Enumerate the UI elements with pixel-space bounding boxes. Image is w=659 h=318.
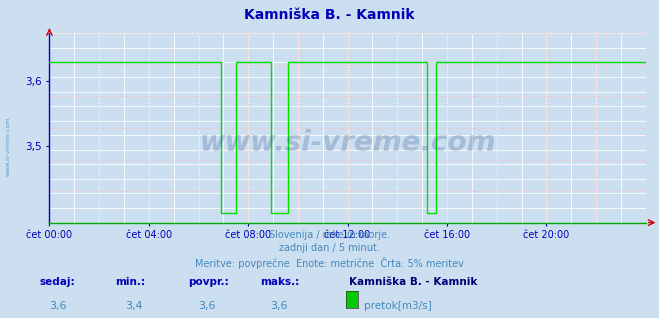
Text: 3,4: 3,4 [125,301,143,310]
Text: www.si-vreme.com: www.si-vreme.com [200,129,496,157]
Text: 3,6: 3,6 [198,301,215,310]
Text: min.:: min.: [115,277,146,287]
Text: zadnji dan / 5 minut.: zadnji dan / 5 minut. [279,243,380,253]
Text: www.si-vreme.com: www.si-vreme.com [5,116,11,176]
Text: Kamniška B. - Kamnik: Kamniška B. - Kamnik [244,8,415,22]
Text: 3,6: 3,6 [270,301,288,310]
Text: Kamniška B. - Kamnik: Kamniška B. - Kamnik [349,277,478,287]
Text: pretok[m3/s]: pretok[m3/s] [364,301,432,310]
Text: sedaj:: sedaj: [40,277,75,287]
Text: maks.:: maks.: [260,277,300,287]
Text: povpr.:: povpr.: [188,277,229,287]
Text: Slovenija / reke in morje.: Slovenija / reke in morje. [269,230,390,239]
Text: 3,6: 3,6 [49,301,67,310]
Text: Meritve: povprečne  Enote: metrične  Črta: 5% meritev: Meritve: povprečne Enote: metrične Črta:… [195,257,464,269]
